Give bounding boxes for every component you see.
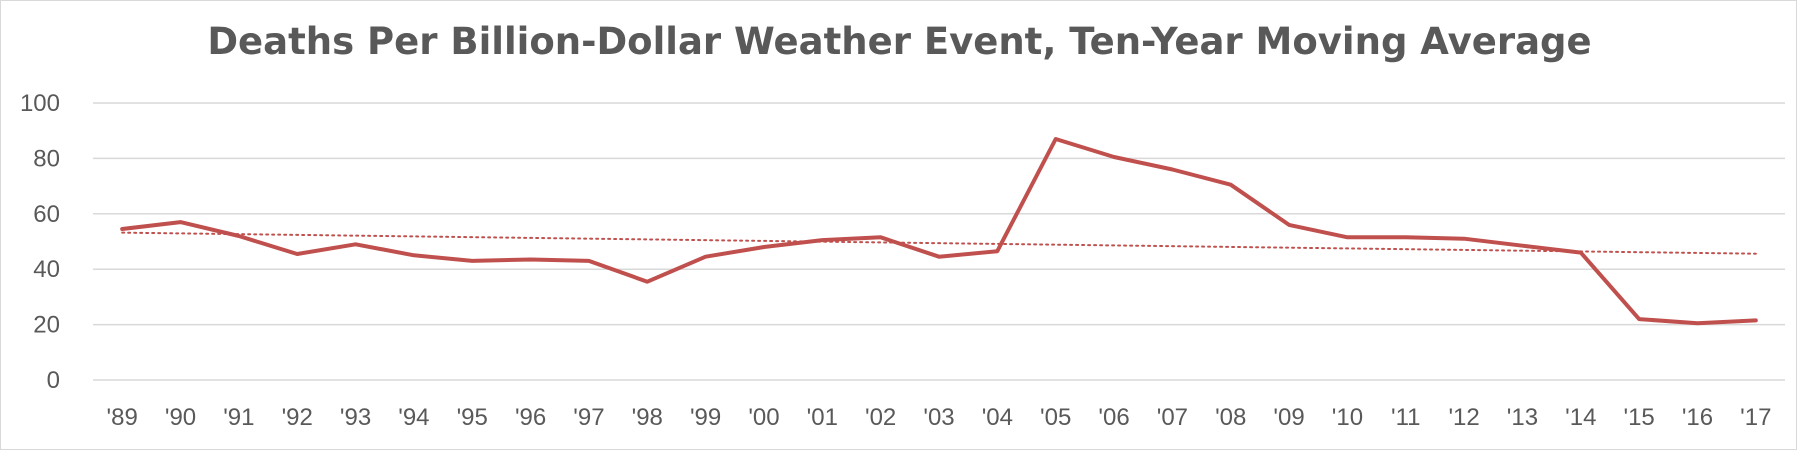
x-tick-label: '17 bbox=[1740, 404, 1771, 431]
x-tick-label: '94 bbox=[398, 404, 429, 431]
x-tick-label: '08 bbox=[1215, 404, 1246, 431]
x-tick-label: '14 bbox=[1565, 404, 1596, 431]
x-tick-label: '16 bbox=[1682, 404, 1713, 431]
x-tick-label: '00 bbox=[748, 404, 779, 431]
series-line bbox=[120, 137, 1758, 326]
x-tick-label: '93 bbox=[340, 404, 371, 431]
x-tick-label: '06 bbox=[1098, 404, 1129, 431]
x-tick-label: '07 bbox=[1157, 404, 1188, 431]
x-tick-label: '97 bbox=[573, 404, 604, 431]
x-tick-label: '12 bbox=[1448, 404, 1479, 431]
y-tick-label-0: 0 bbox=[47, 367, 60, 394]
x-tick-label: '10 bbox=[1332, 404, 1363, 431]
x-tick-label: '91 bbox=[223, 404, 254, 431]
x-tick-label: '96 bbox=[515, 404, 546, 431]
x-tick-label: '90 bbox=[165, 404, 196, 431]
x-tick-label: '09 bbox=[1273, 404, 1304, 431]
x-tick-label: '02 bbox=[865, 404, 896, 431]
x-tick-label: '04 bbox=[982, 404, 1013, 431]
y-tick-label-60: 60 bbox=[33, 201, 60, 228]
y-tick-label-20: 20 bbox=[33, 312, 60, 339]
trendline bbox=[121, 231, 1757, 255]
x-tick-label: '89 bbox=[107, 404, 138, 431]
y-tick-label-80: 80 bbox=[33, 145, 60, 172]
x-tick-label: '01 bbox=[807, 404, 838, 431]
x-tick-label: '05 bbox=[1040, 404, 1071, 431]
x-tick-label: '15 bbox=[1623, 404, 1654, 431]
x-tick-label: '13 bbox=[1507, 404, 1538, 431]
x-tick-label: '03 bbox=[923, 404, 954, 431]
y-tick-label-100: 100 bbox=[20, 90, 60, 117]
x-tick-label: '99 bbox=[690, 404, 721, 431]
chart-title: Deaths Per Billion-Dollar Weather Event,… bbox=[207, 20, 1592, 63]
y-tick-label-40: 40 bbox=[33, 256, 60, 283]
x-tick-label: '98 bbox=[632, 404, 663, 431]
x-tick-label: '92 bbox=[282, 404, 313, 431]
x-tick-label: '95 bbox=[457, 404, 488, 431]
x-tick-label: '11 bbox=[1391, 404, 1421, 431]
